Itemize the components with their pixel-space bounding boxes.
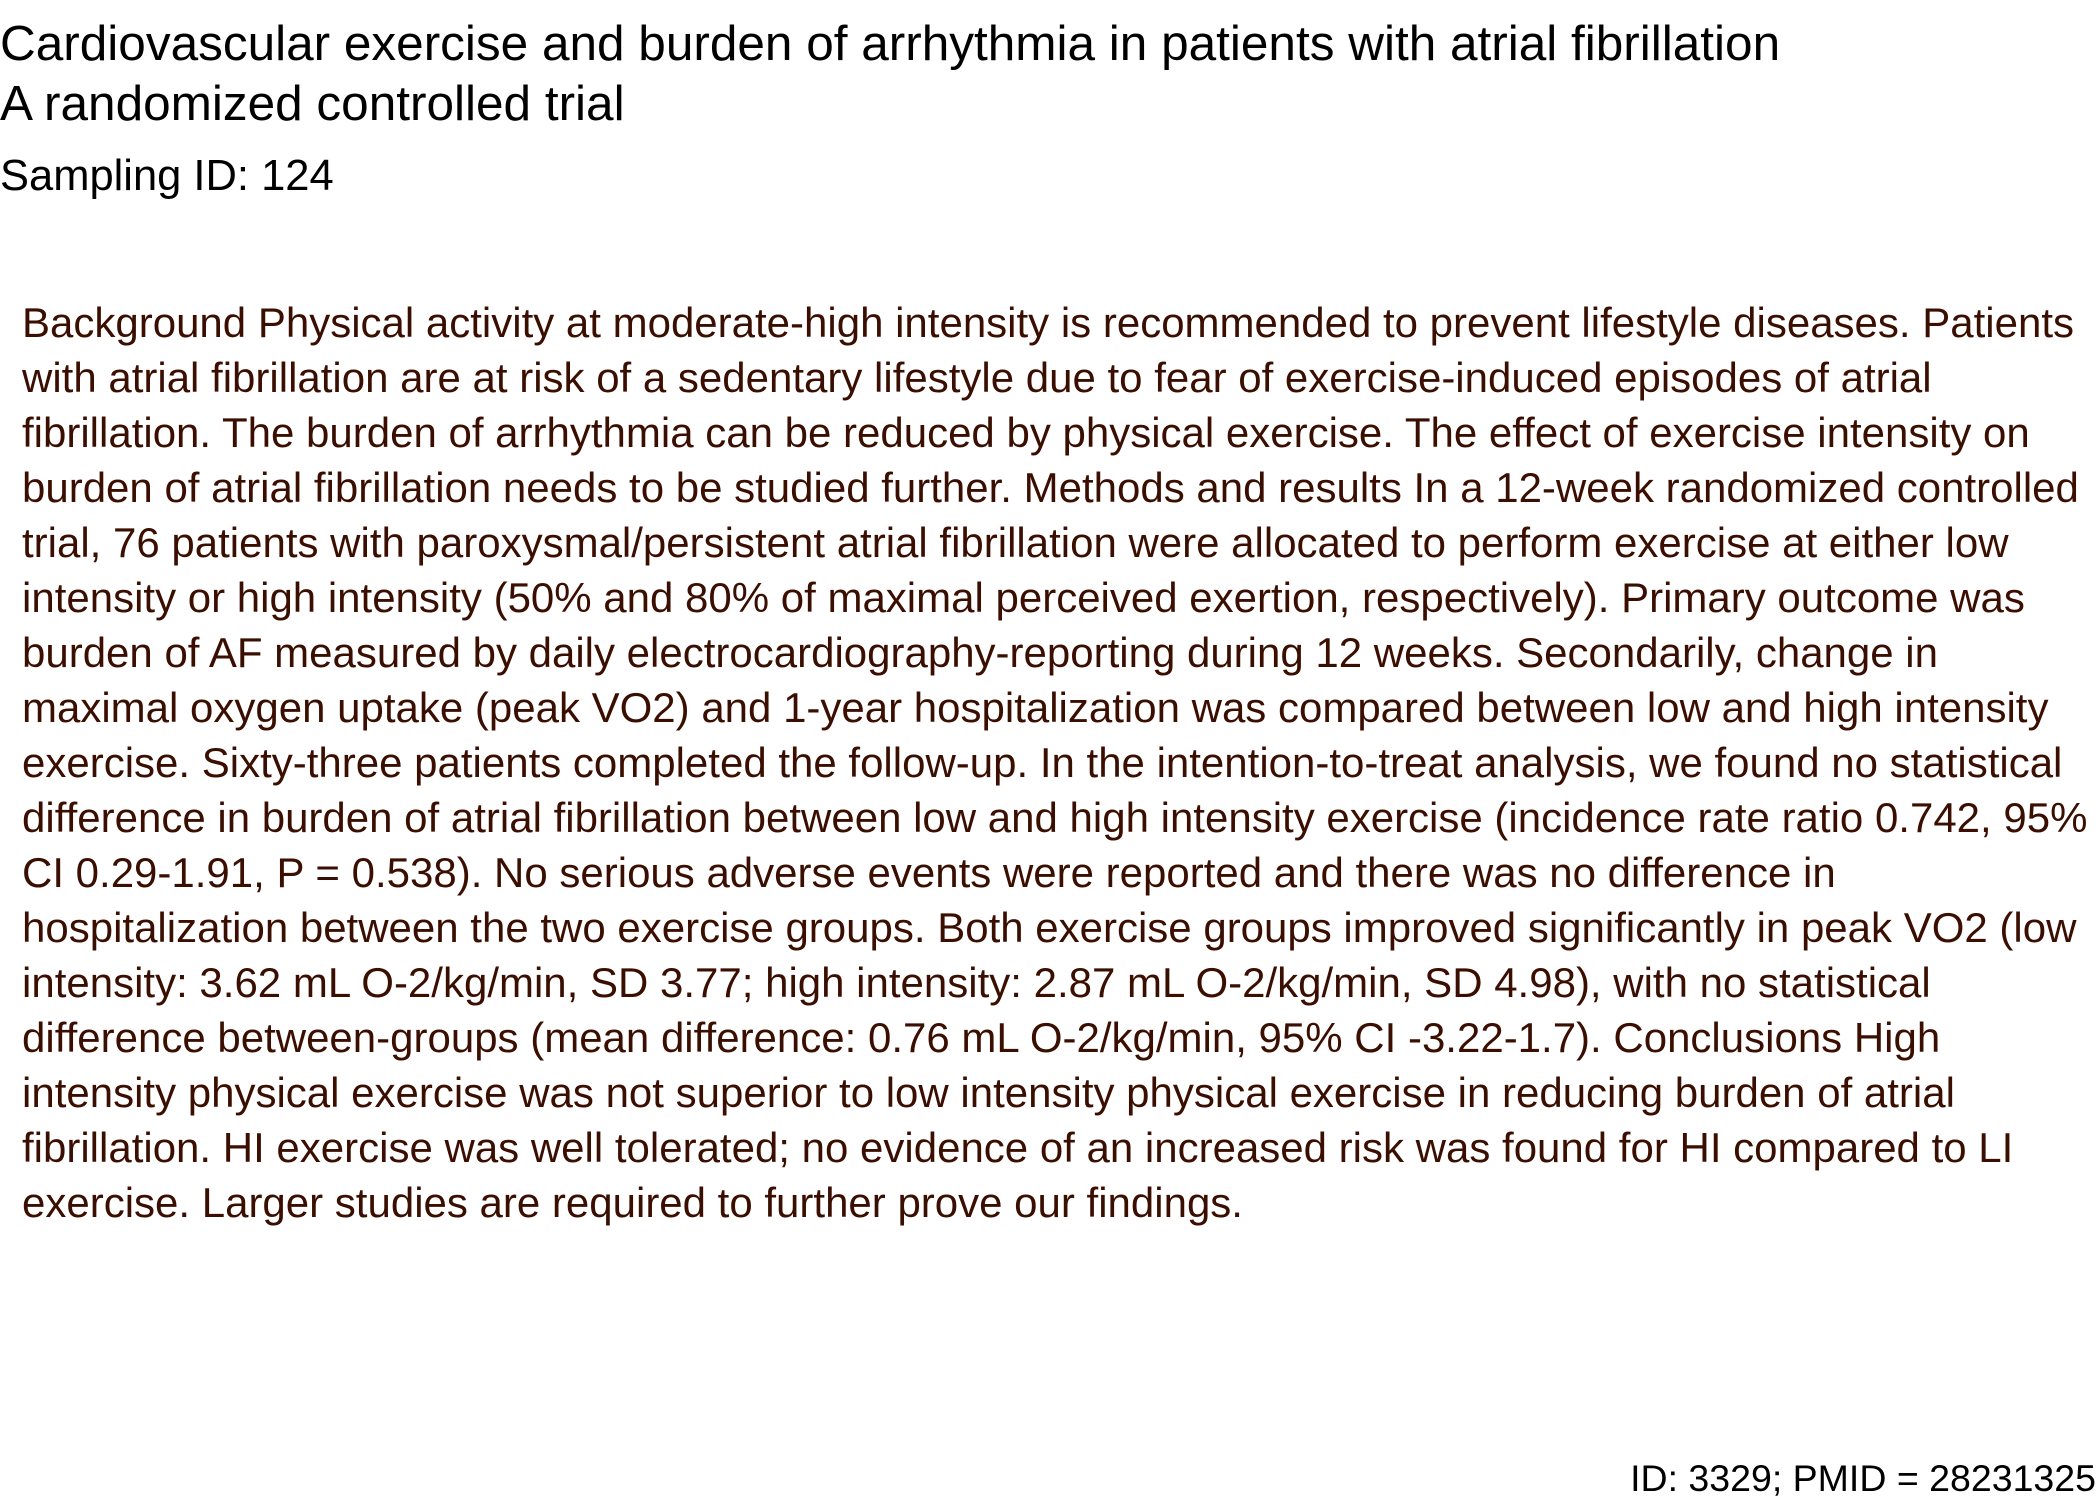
abstract-text: Background Physical activity at moderate… <box>22 299 2088 1226</box>
page-title: Cardiovascular exercise and burden of ar… <box>0 16 1781 131</box>
footer-id: ID: 3329; PMID = 28231325 <box>1630 1457 2096 1499</box>
sampling-id: Sampling ID: 124 <box>0 152 334 200</box>
